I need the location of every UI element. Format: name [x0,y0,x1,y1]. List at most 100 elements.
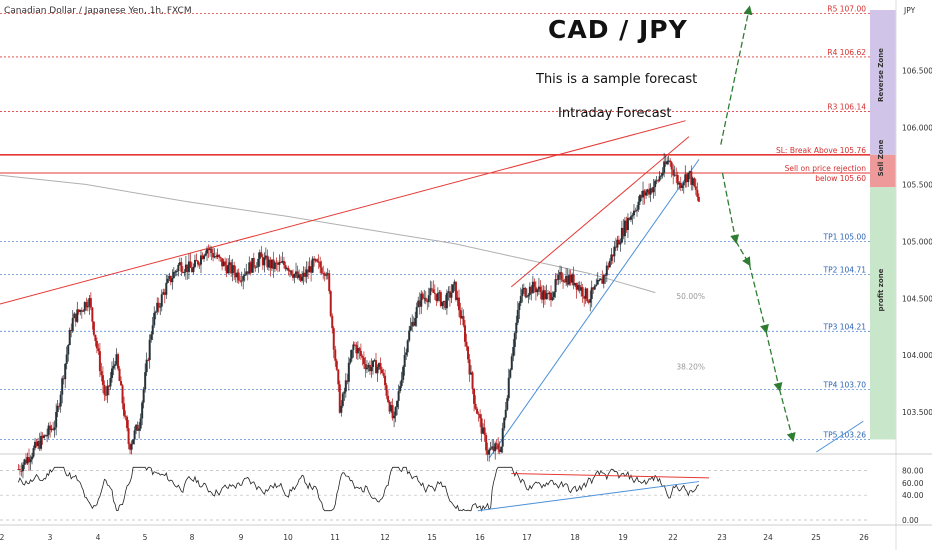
candle-body [141,402,144,419]
candle-body [494,443,497,452]
candle-body [498,449,501,452]
candle-body [163,292,166,295]
forecast-arrow-2 [748,263,769,334]
forecast-label: Intraday Forecast [558,106,672,121]
candle-body [693,178,696,187]
candle-body [470,372,473,375]
candle-body [568,275,571,285]
candle-body [435,293,438,301]
candle-body [311,258,314,273]
time-tick-12: 18 [570,533,580,542]
candle-body [302,272,305,277]
candle-body [180,262,183,272]
candle-body [448,291,451,298]
candle-body [660,175,663,177]
candle-body [148,339,151,361]
candle-body [623,220,626,237]
candle-body [222,261,225,267]
candle-body [432,289,435,293]
level-label-3: SL: Break Above 105.76 [776,146,866,155]
candle-body [697,196,700,202]
price-tick-2: 105.500 [902,180,932,189]
candle-body [145,359,148,373]
candle-body [221,258,224,267]
price-tick-4: 104.500 [902,294,932,303]
candle-body [224,261,227,266]
candle-body [136,424,139,431]
candle-body [451,284,454,293]
candle-body [43,435,46,438]
time-tick-13: 19 [618,533,628,542]
candle-body [614,246,617,248]
candle-body [569,275,572,283]
candle-body [31,456,34,460]
candle-body [577,285,580,290]
time-tick-5: 9 [239,533,244,542]
candle-body [331,315,334,329]
candle-body [439,292,442,307]
candle-body [28,457,30,463]
price-tick-0: 106.500 [902,67,932,76]
candles-group [17,152,700,479]
candle-body [613,246,616,257]
time-tick-17: 25 [811,533,821,542]
candle-body [381,369,384,374]
level-label-8: TP4 103.70 [822,380,866,389]
candle-body [190,267,193,273]
candle-body [373,360,376,362]
candle-body [405,352,408,356]
candle-body [352,344,355,350]
candle-body [347,362,350,382]
candle-body [296,271,299,278]
candle-body [74,313,77,322]
candle-body [240,280,243,282]
candle-body [385,385,388,396]
candle-body [550,292,552,301]
candle-body [112,365,115,369]
candle-body [545,293,548,300]
candle-body [279,261,282,263]
time-tick-18: 26 [859,533,869,542]
candle-body [642,190,645,198]
candle-body [374,360,377,374]
candle-body [464,325,467,342]
candle-body [290,270,293,275]
candle-body [159,306,162,308]
reverse-zone-band [870,10,896,155]
candle-body [664,161,667,165]
candle-body [424,297,427,302]
candle-body [154,311,157,313]
candle-body [673,174,676,176]
candle-body [37,441,40,447]
candle-body [255,266,258,268]
candle-body [661,172,664,176]
candle-body [106,385,109,396]
candle-body [527,294,530,297]
candle-body [433,292,436,294]
candle-body [344,380,347,392]
candle-body [583,296,586,299]
candle-body [231,265,234,274]
candle-body [616,239,619,248]
candle-body [379,363,382,370]
time-tick-14: 22 [668,533,678,542]
candle-body [187,261,190,273]
sell-zone-label: Sell Zone [877,139,885,176]
candle-body [512,346,515,357]
candle-body [101,375,104,385]
candle-body [104,394,107,396]
level-label-9: TP5 103.26 [822,430,866,439]
candle-body [201,255,204,259]
candle-body [142,389,145,403]
candle-body [543,290,546,300]
candle-body [68,329,71,346]
candle-body [657,180,660,182]
candle-body [257,258,260,267]
candle-body [666,161,669,165]
candle-body [151,325,154,335]
candle-body [181,271,184,273]
candle-body [675,174,678,176]
candle-body [584,288,587,299]
